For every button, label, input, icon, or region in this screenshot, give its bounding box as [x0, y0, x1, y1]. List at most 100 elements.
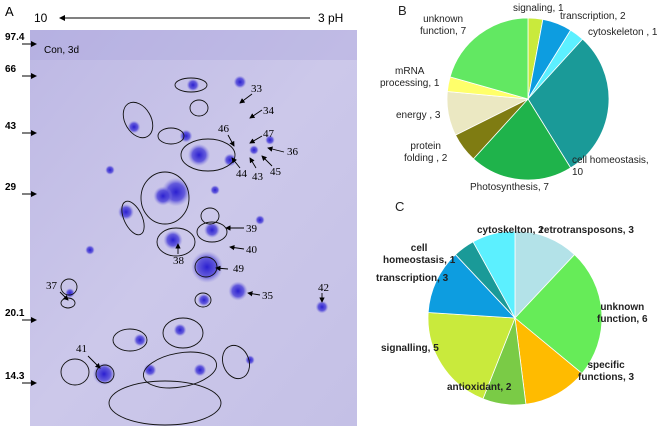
mw-marker-label: 97.4	[5, 32, 25, 43]
gel-spot	[245, 355, 255, 365]
spot-circle	[156, 227, 196, 257]
slice-label: energy , 3	[396, 110, 441, 121]
pie-slice	[472, 230, 516, 319]
spot-arrow	[59, 291, 69, 301]
spot-number: 43	[252, 171, 264, 183]
gel-spot	[105, 165, 115, 175]
spot-circle	[157, 127, 185, 145]
spot-number: 36	[287, 146, 299, 158]
spot-circle	[112, 328, 148, 352]
spot-arrow	[249, 135, 263, 144]
ph-right-label: 3 pH	[318, 11, 343, 25]
spot-circle	[222, 344, 250, 380]
spot-arrow	[87, 355, 101, 369]
gel-spot	[191, 251, 223, 283]
spot-number: 37	[46, 280, 58, 292]
spot-circle	[180, 138, 236, 172]
pie-slice	[427, 254, 516, 319]
gel-spot	[127, 120, 141, 134]
spot-number: 41	[76, 343, 87, 355]
spot-arrow	[239, 93, 253, 104]
gel-spot	[118, 204, 134, 220]
panel-label: C	[395, 199, 405, 214]
gel-spot	[187, 143, 211, 167]
gel-spot	[265, 135, 275, 145]
slice-label: cell homeostasis, 1	[383, 243, 456, 266]
spot-number: 42	[318, 282, 329, 294]
mw-marker-label: 66	[5, 64, 17, 75]
gel-spot	[204, 222, 220, 238]
spot-arrow	[267, 146, 285, 153]
slice-label: cell homeostasis, 10	[572, 155, 649, 178]
panel-label: B	[398, 3, 407, 18]
spot-number: 38	[173, 255, 185, 267]
gel-spot	[186, 78, 200, 92]
spot-number: 34	[263, 105, 275, 117]
spot-arrow	[261, 155, 273, 167]
spot-arrow	[227, 134, 235, 147]
gel-image	[30, 30, 357, 426]
gel-spot	[193, 363, 207, 377]
pie-slice	[514, 230, 576, 320]
spot-circle	[200, 207, 220, 225]
gel-spot	[143, 363, 157, 377]
slice-label: signaling, 1	[513, 3, 564, 14]
spot-arrow	[249, 109, 263, 119]
gel-spot	[315, 300, 329, 314]
condition-label: Con, 3d	[44, 45, 79, 56]
spot-circle	[174, 77, 208, 93]
slice-label: mRNA processing, 1	[380, 66, 440, 89]
pie-slice	[472, 98, 572, 181]
slice-label: protein folding , 2	[404, 141, 448, 164]
slice-label: unknown function, 7	[420, 14, 467, 37]
pie-slice	[514, 254, 603, 375]
spot-circle	[194, 292, 212, 308]
mw-marker-label: 29	[5, 182, 17, 193]
spot-arrow	[247, 291, 261, 297]
spot-circle	[140, 171, 190, 225]
gel-spot	[233, 75, 247, 89]
gel-spot	[85, 245, 95, 255]
spot-circle	[142, 351, 218, 389]
gel-spot	[153, 186, 173, 206]
spot-number: 44	[236, 168, 248, 180]
mw-marker-label: 14.3	[5, 371, 25, 382]
panel-label: A	[5, 4, 14, 19]
spot-circle	[122, 101, 154, 139]
pie-slice	[427, 312, 516, 400]
slice-label: unknown function, 6	[597, 302, 648, 325]
pie-slice	[514, 317, 583, 405]
spot-number: 47	[263, 128, 275, 140]
slice-label: cytoskelton, 2	[477, 225, 544, 236]
spot-circle	[108, 380, 222, 426]
gel-spot	[163, 230, 183, 250]
spot-circle	[95, 364, 115, 384]
spot-number: 49	[233, 263, 245, 275]
spot-number: 45	[270, 166, 282, 178]
gel-spot	[210, 185, 220, 195]
spot-arrow	[215, 265, 229, 272]
mw-marker-label: 20.1	[5, 308, 25, 319]
spot-arrow	[249, 157, 257, 169]
pie-slice	[527, 38, 610, 169]
spot-circle	[196, 221, 228, 243]
slice-label: signalling, 5	[381, 343, 439, 354]
slice-label: specific functions, 3	[578, 360, 635, 383]
slice-label: Photosynthesis, 7	[470, 182, 549, 193]
slice-label: antioxidant, 2	[447, 382, 512, 393]
spot-circle	[189, 99, 209, 117]
gel-spot	[228, 281, 248, 301]
spot-arrow	[231, 157, 241, 169]
spot-number: 39	[246, 223, 258, 235]
gel-spot	[197, 293, 211, 307]
spot-number: 46	[218, 123, 230, 135]
slice-label: cytoskeleton , 1	[588, 27, 658, 38]
pie-slice	[449, 17, 529, 100]
gel-spot	[255, 215, 265, 225]
gel-spot	[173, 323, 187, 337]
spot-number: 33	[251, 83, 263, 95]
spot-circle	[60, 278, 78, 296]
spot-circle	[162, 317, 204, 349]
spot-number: 40	[246, 244, 258, 256]
